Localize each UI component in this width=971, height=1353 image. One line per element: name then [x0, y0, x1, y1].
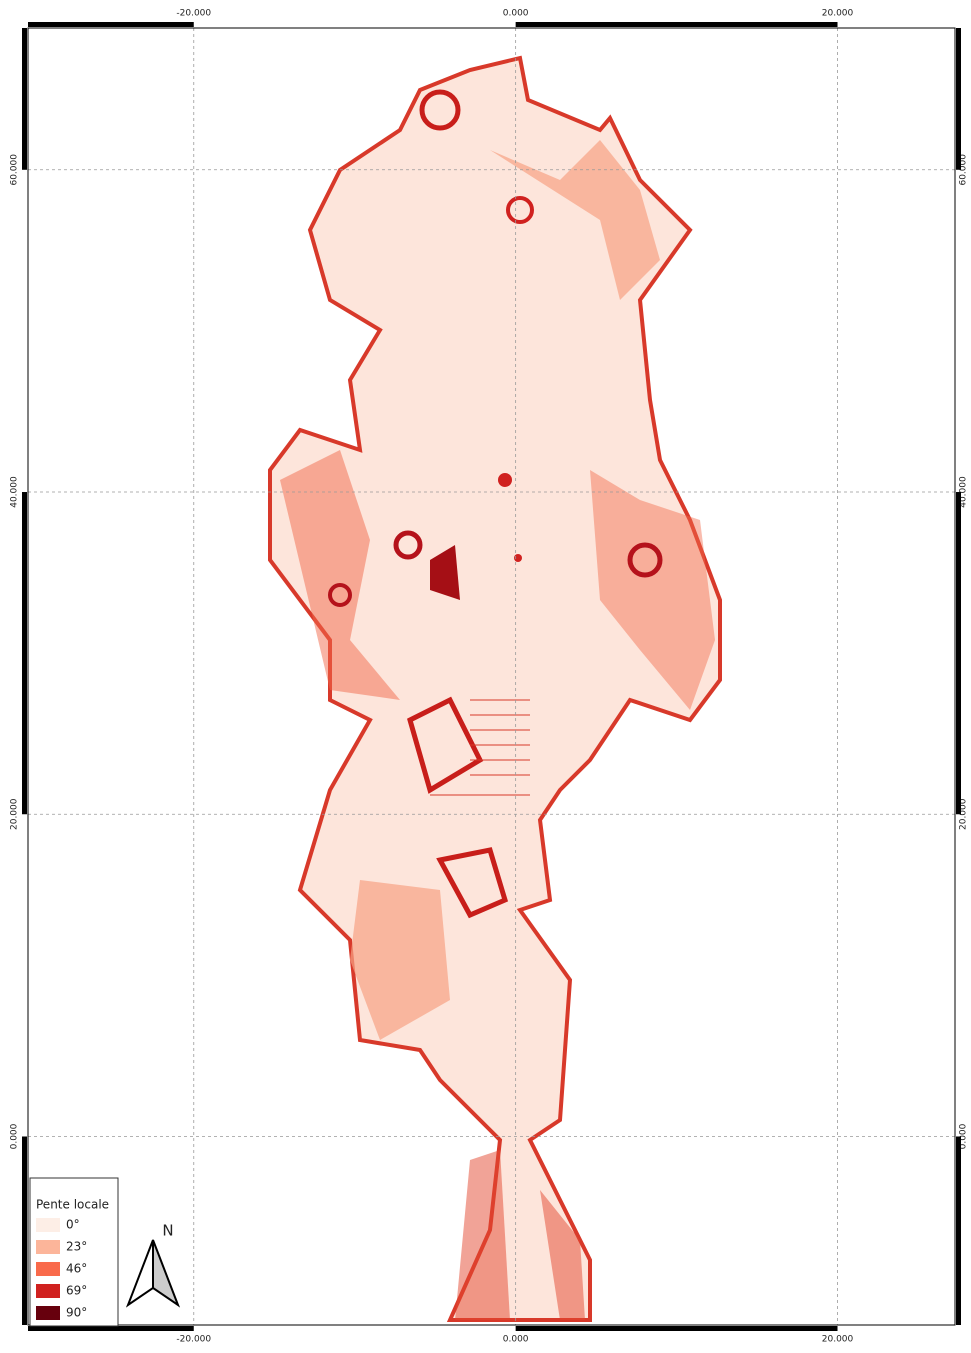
legend-label: 69° — [66, 1284, 87, 1298]
frame-bar — [515, 1326, 838, 1331]
slope-patch — [280, 450, 400, 700]
frame-bar — [956, 28, 961, 170]
x-tick-label: -20.000 — [176, 1335, 211, 1345]
north-label: N — [162, 1222, 173, 1240]
y-tick-label: 0.000 — [959, 1123, 969, 1149]
pit — [328, 583, 352, 607]
x-tick-label: 0.000 — [503, 1335, 529, 1345]
legend: Pente locale 0° 23° 46° 69° 90° — [29, 1177, 119, 1327]
legend-swatch — [36, 1240, 60, 1254]
x-tick-label: 20.000 — [822, 1335, 854, 1345]
legend-swatch — [36, 1284, 60, 1298]
legend-swatch — [36, 1306, 60, 1320]
graticule: -20.000 -20.000 0.000 0.000 20.000 20.000 0.00… — [10, 9, 969, 1345]
legend-label: 46° — [66, 1262, 87, 1276]
y-tick-label: 20.000 — [959, 798, 969, 830]
legend-swatch — [36, 1262, 60, 1276]
pit — [419, 89, 461, 131]
slope-patch — [590, 470, 715, 710]
pit — [514, 554, 522, 562]
slope-patch — [490, 140, 660, 300]
y-tick-label: 40.000 — [10, 476, 20, 508]
frame — [22, 22, 961, 1331]
slope-patch — [350, 880, 450, 1040]
legend-label: 23° — [66, 1240, 87, 1254]
x-tick-label: -20.000 — [176, 9, 211, 19]
pit — [498, 473, 512, 487]
slope-raster — [268, 55, 722, 1322]
frame-bar — [22, 1136, 27, 1325]
y-tick-label: 60.000 — [10, 154, 20, 186]
pit — [627, 542, 663, 578]
frame-border — [27, 27, 956, 1326]
north-arrow: N — [125, 1222, 181, 1308]
legend-label: 0° — [66, 1218, 80, 1232]
legend-title: Pente locale — [36, 1198, 109, 1212]
y-tick-label: 20.000 — [10, 798, 20, 830]
y-tick-label: 40.000 — [959, 476, 969, 508]
frame-bar — [22, 28, 27, 170]
x-tick-label: 20.000 — [822, 9, 854, 19]
frame-bar — [28, 1326, 194, 1331]
frame-bar — [22, 492, 27, 815]
frame-bar — [28, 22, 194, 27]
y-tick-label: 0.000 — [10, 1123, 20, 1149]
steep-area — [430, 545, 460, 600]
pit — [506, 196, 534, 224]
frame-bar — [956, 1136, 961, 1325]
x-tick-label: 0.000 — [503, 9, 529, 19]
legend-label: 90° — [66, 1306, 87, 1320]
frame-bar — [956, 492, 961, 815]
steep-area — [436, 847, 509, 919]
legend-swatch — [36, 1218, 60, 1232]
stairs — [430, 699, 530, 796]
north-arrow-right — [152, 1239, 181, 1308]
slope-patch — [455, 1150, 510, 1320]
slope-patch — [540, 1190, 585, 1320]
y-tick-label: 60.000 — [959, 154, 969, 186]
frame-bar — [515, 22, 838, 27]
pit — [393, 530, 423, 560]
